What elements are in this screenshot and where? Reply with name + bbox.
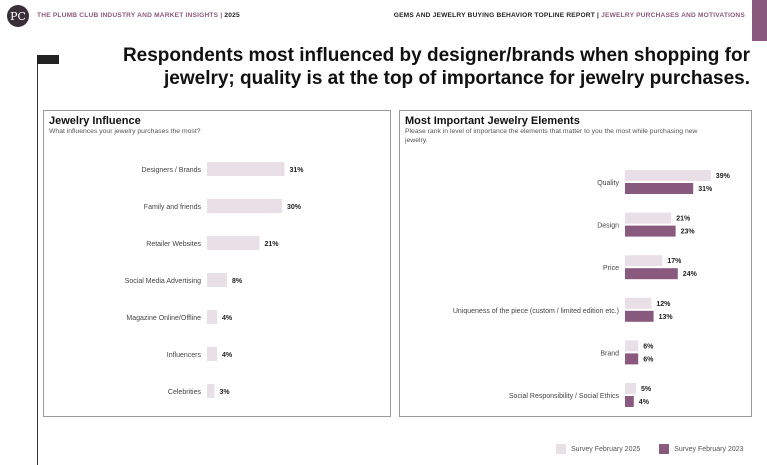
category-label: Design bbox=[597, 223, 619, 230]
category-label: Price bbox=[603, 265, 619, 272]
report-title-separator: | bbox=[597, 12, 600, 19]
legend-swatch-2025 bbox=[556, 444, 566, 454]
data-label-2023: 23% bbox=[681, 229, 696, 236]
data-label-2025: 6% bbox=[643, 343, 654, 350]
bar-2025 bbox=[625, 255, 663, 267]
bar bbox=[207, 384, 215, 398]
data-label-2025: 5% bbox=[641, 386, 652, 393]
data-label-2025: 12% bbox=[656, 301, 671, 308]
data-label-2025: 21% bbox=[676, 216, 691, 223]
bar bbox=[207, 310, 217, 324]
bar-2025 bbox=[625, 383, 636, 394]
bar bbox=[207, 273, 227, 287]
jewelry-elements-panel: Most Important Jewelry Elements Please r… bbox=[399, 110, 752, 417]
category-label: Celebrities bbox=[168, 389, 202, 396]
jewelry-influence-title: Jewelry Influence bbox=[49, 115, 141, 127]
category-label: Influencers bbox=[167, 352, 202, 359]
data-label: 3% bbox=[220, 389, 231, 396]
jewelry-influence-panel: Jewelry Influence What influences your j… bbox=[43, 110, 391, 417]
bar-2023 bbox=[625, 353, 639, 365]
left-vertical-rule bbox=[37, 56, 38, 465]
category-label: Social Responsibility / Social Ethics bbox=[509, 393, 620, 400]
jewelry-influence-chart: Designers / Brands 31% Family and friends 3… bbox=[125, 162, 305, 398]
legend-label-2025: Survey February 2025 bbox=[571, 445, 641, 453]
data-label: 21% bbox=[265, 241, 280, 248]
report-title-text: GEMS AND JEWELRY BUYING BEHAVIOR TOPLINE… bbox=[393, 12, 595, 19]
corner-accent-bar bbox=[752, 0, 767, 41]
report-section-title: GEMS AND JEWELRY BUYING BEHAVIOR TOPLINE… bbox=[394, 12, 745, 19]
category-label: Uniqueness of the piece (custom / limite… bbox=[453, 308, 619, 315]
bar-2023 bbox=[625, 225, 676, 237]
category-label: Family and friends bbox=[144, 204, 202, 211]
bar bbox=[207, 162, 285, 176]
data-label-2023: 4% bbox=[639, 399, 650, 406]
bar-2025 bbox=[625, 340, 639, 352]
report-series-title: THE PLUMB CLUB INDUSTRY AND MARKET INSIG… bbox=[37, 12, 240, 19]
series-year: 2025 bbox=[224, 12, 240, 19]
data-label: 4% bbox=[222, 315, 233, 322]
legend-label-2023: Survey February 2023 bbox=[674, 445, 744, 453]
data-label: 31% bbox=[290, 167, 305, 174]
legend: Survey February 2025 Survey February 202… bbox=[556, 444, 744, 454]
bar-2023 bbox=[625, 310, 654, 322]
bar-2023 bbox=[625, 268, 678, 280]
legend-swatch-2023 bbox=[659, 444, 670, 454]
report-subtitle: JEWELRY PURCHASES AND MOTIVATIONS bbox=[601, 12, 745, 19]
category-label: Quality bbox=[597, 180, 619, 187]
data-label-2023: 13% bbox=[659, 314, 674, 321]
plumb-club-logo: PC bbox=[7, 5, 29, 27]
data-label-2023: 24% bbox=[683, 271, 698, 278]
page-headline: Respondents most influenced by designer/… bbox=[122, 45, 750, 89]
bar bbox=[207, 236, 260, 250]
bar bbox=[207, 347, 217, 361]
data-label-2025: 39% bbox=[716, 173, 731, 180]
category-label: Brand bbox=[600, 350, 619, 357]
bar-2025 bbox=[625, 170, 711, 181]
jewelry-influence-subtitle: What influences your jewelry purchases t… bbox=[49, 128, 201, 135]
bar bbox=[207, 199, 282, 213]
jewelry-elements-title: Most Important Jewelry Elements bbox=[405, 115, 580, 127]
bar-2025 bbox=[625, 297, 652, 309]
category-label: Designers / Brands bbox=[141, 167, 201, 174]
data-label-2023: 6% bbox=[643, 356, 654, 363]
bar-2023 bbox=[625, 183, 694, 194]
series-title-separator: | bbox=[220, 12, 223, 19]
category-label: Social Media Advertising bbox=[125, 278, 201, 285]
data-label-2023: 31% bbox=[698, 186, 713, 193]
bar-2025 bbox=[625, 212, 672, 224]
category-label: Retailer Websites bbox=[146, 241, 201, 248]
data-label: 8% bbox=[232, 278, 243, 285]
jewelry-elements-chart: Quality 39%31% Design 21% 23% Price 17%24% Uniq… bbox=[453, 170, 731, 407]
data-label: 4% bbox=[222, 352, 233, 359]
category-label: Magazine Online/Offline bbox=[126, 315, 201, 322]
left-rule-tab bbox=[37, 55, 59, 64]
bar-2023 bbox=[625, 396, 634, 407]
jewelry-elements-subtitle: Please rank in level of importance the e… bbox=[405, 128, 698, 144]
series-title-text: THE PLUMB CLUB INDUSTRY AND MARKET INSIG… bbox=[37, 12, 219, 19]
data-label: 30% bbox=[287, 204, 302, 211]
data-label-2025: 17% bbox=[667, 258, 682, 265]
